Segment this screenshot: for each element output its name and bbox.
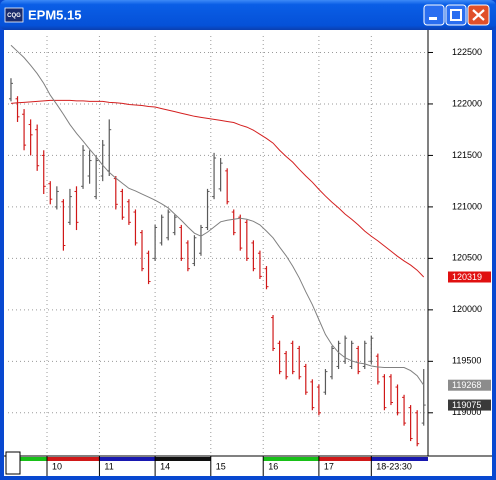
y-tick-label: 122000 xyxy=(452,98,482,108)
day-strip xyxy=(263,457,319,461)
x-tick-label: 11 xyxy=(104,461,113,471)
title-bar xyxy=(0,0,496,30)
y-tick-label: 121000 xyxy=(452,201,482,211)
app-icon xyxy=(4,7,24,23)
button-glyph xyxy=(472,9,485,21)
average-line xyxy=(10,99,425,278)
value-label: 119268 xyxy=(452,380,481,390)
corner-box[interactable] xyxy=(5,451,21,475)
x-tick-label: 18-23:30 xyxy=(376,461,412,471)
y-tick-label: 119500 xyxy=(452,356,481,366)
y-tick-label: 122500 xyxy=(452,47,482,57)
maximize-button[interactable] xyxy=(445,4,467,26)
x-tick-label: 10 xyxy=(52,461,62,471)
day-strip xyxy=(210,457,264,461)
average-line xyxy=(10,44,425,386)
x-tick-label: 17 xyxy=(324,461,334,471)
minimize-button[interactable] xyxy=(423,4,445,26)
button-glyph xyxy=(429,17,437,20)
y-tick-label: 119000 xyxy=(452,407,481,417)
button-glyph xyxy=(450,9,462,21)
close-button[interactable] xyxy=(467,4,490,26)
day-strip xyxy=(155,457,211,461)
day-strip xyxy=(318,457,372,461)
x-tick-label: 14 xyxy=(160,461,170,471)
y-tick-label: 120500 xyxy=(452,253,482,263)
value-label: 120319 xyxy=(452,272,482,282)
y-tick-label: 121500 xyxy=(452,150,482,160)
button-face[interactable] xyxy=(423,4,445,26)
value-box xyxy=(448,379,491,391)
app-icon-text: CQG xyxy=(7,13,21,19)
value-box xyxy=(448,271,491,283)
chart-area xyxy=(4,30,492,476)
button-face[interactable] xyxy=(445,4,467,26)
day-strip xyxy=(371,457,428,461)
value-label: 119075 xyxy=(452,400,481,410)
day-strip xyxy=(99,457,156,461)
day-strip xyxy=(20,457,48,461)
day-strip xyxy=(47,457,100,461)
x-tick-label: 15 xyxy=(216,461,226,471)
y-tick-label: 120000 xyxy=(452,304,482,314)
x-tick-label: 16 xyxy=(268,461,278,471)
window-title: EPM5.15 xyxy=(28,7,81,22)
value-box xyxy=(448,399,491,411)
